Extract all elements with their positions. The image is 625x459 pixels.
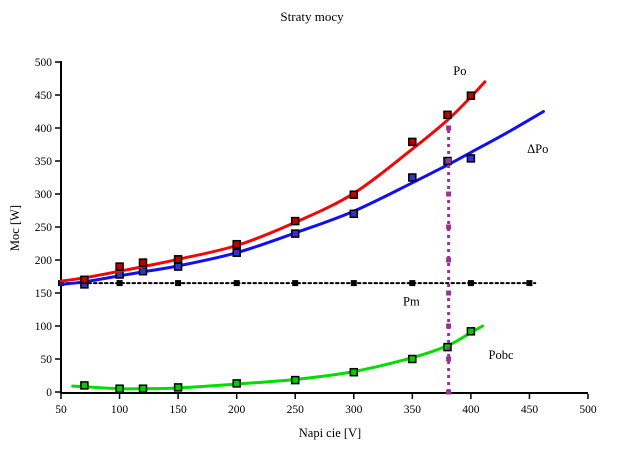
data-point-marker	[173, 255, 183, 264]
data-point-marker	[80, 275, 89, 285]
series-label-po: ΔPo	[527, 142, 548, 156]
data-point-marker	[446, 257, 452, 263]
x-axis-label: Napi cie [V]	[299, 426, 361, 440]
y-tick-label: 200	[35, 255, 53, 267]
y-axis-label: Moc [W]	[8, 205, 22, 251]
series-po	[59, 80, 487, 285]
data-point-marker	[446, 323, 452, 329]
series-label-pobc: Pobc	[489, 348, 514, 362]
chart-title: Straty mocy	[280, 9, 344, 24]
y-tick-label: 350	[35, 156, 53, 168]
x-tick-label: 450	[521, 404, 539, 416]
series-δpo	[59, 110, 545, 289]
data-point-marker	[408, 137, 417, 147]
data-point-marker	[408, 354, 417, 364]
data-point-marker	[466, 154, 476, 163]
y-tick-label: 0	[46, 387, 52, 399]
data-point-marker	[526, 280, 533, 287]
data-point-marker	[349, 209, 359, 219]
data-point-marker	[175, 280, 182, 287]
data-point-marker	[232, 379, 241, 388]
data-point-marker	[350, 280, 357, 287]
series-curve	[71, 324, 485, 391]
data-point-marker	[290, 229, 300, 238]
data-point-marker	[446, 389, 452, 395]
data-point-marker	[466, 327, 476, 336]
data-point-marker	[446, 356, 452, 362]
x-tick-label: 500	[579, 404, 597, 416]
data-point-marker	[409, 280, 416, 287]
y-tick-label: 100	[35, 321, 53, 333]
data-point-marker	[232, 248, 241, 257]
data-point-marker	[233, 280, 240, 287]
data-point-marker	[446, 224, 452, 230]
data-point-marker	[466, 91, 476, 100]
series-pobc	[71, 324, 485, 393]
series-vline-380v	[446, 125, 452, 395]
data-point-marker	[349, 367, 359, 377]
plot-area: 50 100 150 200 250 300 350 400 450 50005010015020…	[35, 57, 597, 416]
data-point-marker	[138, 266, 148, 276]
x-tick-label: 150	[169, 404, 187, 416]
y-tick-label: 400	[35, 123, 53, 135]
data-point-marker	[138, 258, 148, 267]
x-tick-label: 300	[345, 404, 363, 416]
y-tick-label: 450	[35, 90, 53, 102]
x-tick-label: 100	[111, 404, 129, 416]
data-point-marker	[290, 216, 300, 226]
x-tick-label: 200	[228, 404, 246, 416]
data-point-marker	[446, 290, 452, 296]
data-point-marker	[292, 280, 299, 287]
data-point-marker	[467, 280, 474, 287]
y-tick-label: 50	[41, 354, 53, 366]
series-label-pm: Pm	[403, 295, 420, 309]
x-tick-label: 400	[462, 404, 480, 416]
data-point-marker	[349, 190, 359, 199]
data-point-marker	[138, 384, 148, 393]
data-point-marker	[290, 375, 300, 385]
y-tick-label: 300	[35, 189, 53, 201]
series-curve	[59, 110, 545, 286]
y-tick-label: 150	[35, 288, 53, 300]
series-label-po: Po	[453, 64, 466, 78]
y-tick-label: 500	[35, 57, 53, 69]
x-tick-label: 50	[55, 404, 67, 416]
series-curve	[59, 80, 487, 283]
data-point-marker	[408, 173, 417, 182]
data-point-marker	[116, 280, 123, 287]
data-point-marker	[446, 125, 452, 131]
data-point-marker	[115, 384, 124, 393]
series-pm	[58, 280, 537, 287]
data-point-marker	[443, 110, 452, 120]
data-point-marker	[115, 262, 124, 271]
axes: 50 100 150 200 250 300 350 400 450 50005010015020…	[35, 57, 597, 416]
data-point-marker	[173, 383, 183, 392]
x-tick-label: 250	[287, 404, 305, 416]
y-tick-label: 250	[35, 222, 53, 234]
data-point-marker	[446, 158, 452, 164]
x-tick-label: 350	[404, 404, 422, 416]
data-point-marker	[80, 381, 89, 390]
data-point-marker	[232, 239, 241, 249]
data-point-marker	[173, 262, 183, 271]
data-point-marker	[446, 191, 452, 197]
